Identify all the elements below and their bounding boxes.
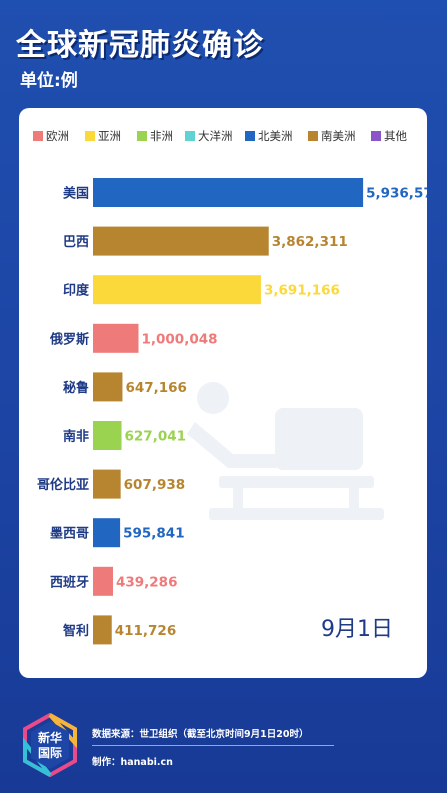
bar-category-label: 美国 [63,186,89,202]
legend-swatch [245,131,255,141]
legend-label: 亚洲 [98,129,121,143]
data-source: 数据来源：世卫组织（截至北京时间9月1日20时） [92,729,309,740]
bar-value-label: 595,841 [123,526,185,542]
legend-label: 非洲 [150,129,173,143]
legend-item: 亚洲 [85,129,121,143]
bar-category-label: 哥伦比亚 [37,477,89,493]
bar-category-label: 秘鲁 [63,380,89,396]
legend-swatch [85,131,95,141]
bar-category-label: 印度 [63,283,90,299]
hospital-bed-watermark-icon [187,382,384,520]
legend-label: 欧洲 [46,129,69,143]
date-label: 9月1日 [321,617,393,642]
bar-category-label: 南非 [63,429,89,445]
chart-card: 欧洲 亚洲 非洲 大洋洲 北美洲 南美洲 其他 美国 5,936,572 巴西 3,862,311… [19,108,427,678]
bars: 美国 5,936,572 巴西 3,862,311 印度 3,691,166 俄罗斯 1,00… [37,178,427,645]
legend-item: 非洲 [137,129,173,143]
legend-item: 欧洲 [33,129,69,143]
page-title: 全球新冠肺炎确诊 [16,28,264,63]
legend-swatch [33,131,43,141]
legend-item: 南美洲 [308,129,356,143]
bar-category-label: 巴西 [63,235,89,250]
legend-label: 其他 [384,129,407,143]
unit-label: 单位:例 [20,71,78,91]
legend-label: 北美洲 [258,129,293,143]
logo-text-line1: 新华 [37,731,62,745]
producer-credit: 制作：hanabi.cn [92,757,173,768]
bar [93,566,113,596]
bar-value-label: 627,041 [125,429,187,445]
footer-divider [92,745,334,746]
bar [93,275,261,305]
bar-category-label: 西班牙 [50,574,89,590]
bar-value-label: 3,862,311 [272,234,348,250]
legend-label: 南美洲 [321,129,356,143]
bar [93,372,123,402]
bar-category-label: 墨西哥 [50,526,89,542]
chart-legend: 欧洲 亚洲 非洲 大洋洲 北美洲 南美洲 其他 [33,129,407,143]
bar-value-label: 607,938 [124,477,186,493]
legend-swatch [308,131,318,141]
bar-chart: 欧洲 亚洲 非洲 大洋洲 北美洲 南美洲 其他 美国 5,936,572 巴西 3,862,311… [33,129,427,645]
legend-item: 其他 [371,129,407,143]
bar-value-label: 3,691,166 [264,283,340,299]
bar [93,178,364,207]
xinhua-international-logo: 新华 国际 [22,712,78,778]
bar-category-label: 俄罗斯 [49,331,89,347]
bar-value-label: 411,726 [115,623,177,639]
legend-item: 北美洲 [245,129,293,143]
bar [93,518,121,548]
bar-value-label: 1,000,048 [142,331,218,347]
bar [93,323,139,353]
logo-text-line2: 国际 [37,746,62,760]
bar-value-label: 647,166 [125,380,186,396]
legend-item: 大洋洲 [185,129,233,143]
bar [93,615,112,645]
legend-swatch [185,131,195,141]
legend-label: 大洋洲 [198,129,233,143]
bar-value-label: 5,936,572 [366,186,427,202]
legend-swatch [371,131,381,141]
bar [93,226,269,256]
legend-swatch [137,131,147,141]
hexagon-logo-icon [23,712,77,778]
bar [93,421,122,450]
bar [93,469,121,499]
bar-category-label: 智利 [63,623,89,639]
footer: 新华 国际 数据来源：世卫组织（截至北京时间9月1日20时） 制作：hanabi… [0,700,447,793]
bar-value-label: 439,286 [116,574,178,590]
